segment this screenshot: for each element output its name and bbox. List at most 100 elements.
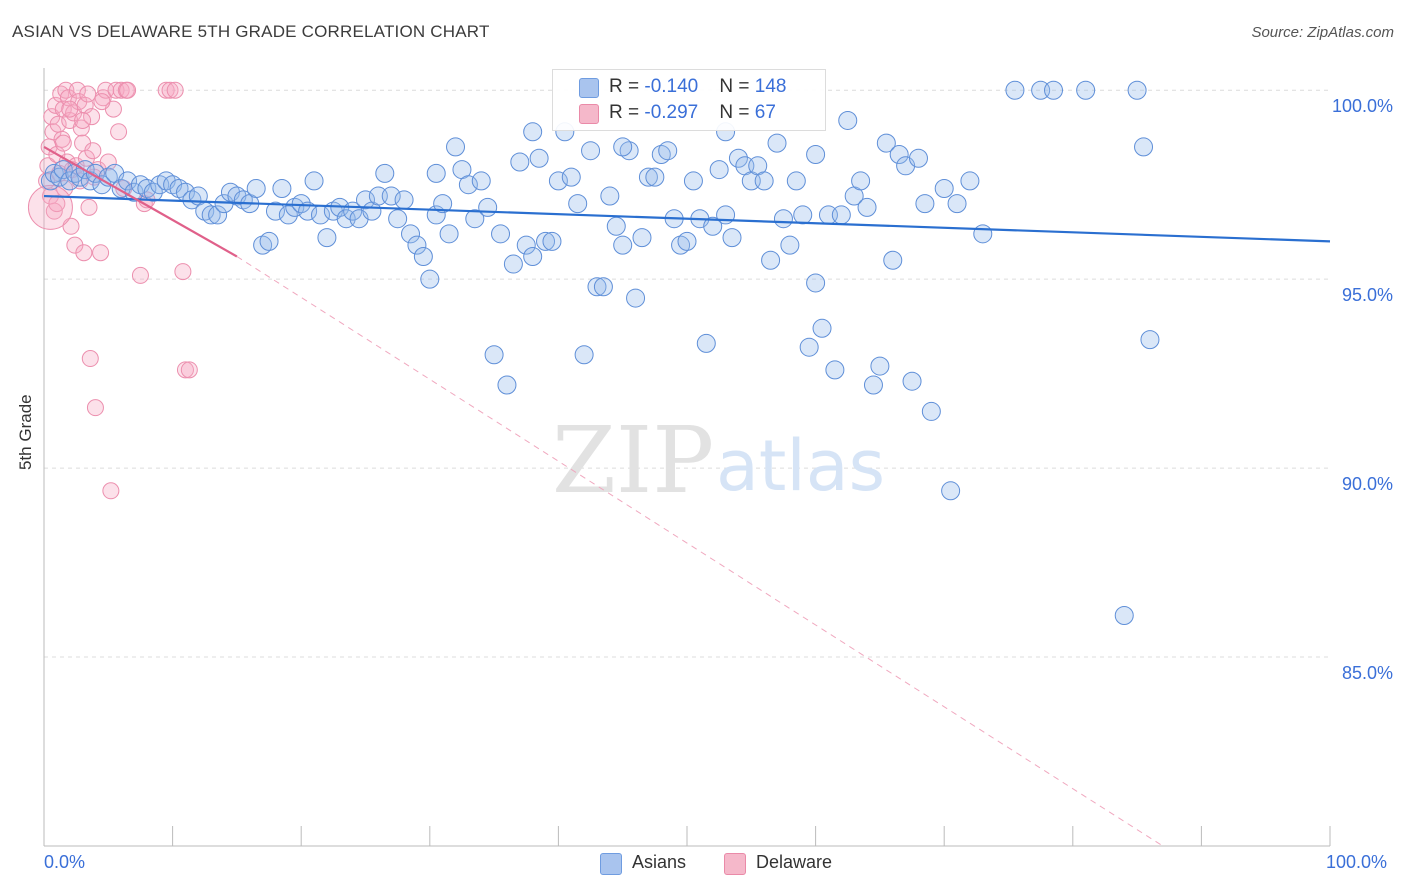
point-asians [272, 178, 292, 198]
point-delaware [97, 81, 115, 99]
point-asians [471, 171, 491, 191]
y-tick-label: 95.0% [1342, 285, 1393, 305]
point-asians [169, 178, 189, 198]
stats-legend: R = -0.140 N = 148 R = -0.297 N = 67 [552, 69, 826, 131]
point-asians [947, 194, 967, 214]
point-asians [671, 235, 691, 255]
point-asians [561, 167, 581, 187]
point-asians [401, 224, 421, 244]
legend-r-label: R = [609, 102, 645, 123]
point-asians [626, 288, 646, 308]
point-asians [182, 190, 202, 210]
point-asians [458, 175, 478, 195]
point-asians [728, 148, 748, 168]
point-asians [1127, 80, 1147, 100]
point-delaware [74, 111, 92, 129]
point-asians [709, 160, 729, 180]
legend-n-label: N = [719, 76, 755, 97]
x-tick-min: 0.0% [44, 852, 86, 872]
point-asians [465, 209, 485, 229]
legend-swatch-delaware [579, 104, 599, 124]
point-asians [902, 371, 922, 391]
point-asians [793, 205, 813, 225]
point-asians [619, 141, 639, 161]
point-asians [356, 190, 375, 210]
trend-lines [43, 145, 1331, 847]
point-asians [278, 205, 298, 225]
x-tick-max: 100.0% [1326, 852, 1388, 872]
point-asians [542, 231, 562, 251]
point-delaware [180, 361, 198, 379]
point-delaware [102, 482, 120, 500]
watermark-zip: ZIP [552, 407, 714, 514]
point-asians [548, 171, 568, 191]
legend-r-value: -0.140 [644, 76, 699, 97]
point-asians [941, 481, 961, 501]
legend-swatch-delaware [724, 853, 746, 875]
point-asians [722, 228, 742, 248]
legend-swatch-asians [579, 78, 599, 98]
watermark-atlas: atlas [716, 425, 885, 507]
y-tick-label: 85.0% [1342, 663, 1393, 683]
point-asians [491, 224, 511, 244]
point-asians [503, 254, 523, 274]
point-delaware [61, 100, 79, 118]
point-asians [960, 171, 980, 191]
y-tick-label: 100.0% [1332, 96, 1393, 116]
point-asians [767, 133, 787, 153]
point-asians [812, 318, 832, 338]
point-asians [118, 171, 138, 191]
point-asians [291, 194, 311, 214]
point-asians [420, 269, 440, 289]
point-asians [754, 171, 774, 191]
point-asians [696, 333, 716, 353]
point-asians [516, 235, 536, 255]
point-asians [658, 141, 678, 161]
trend-line-delaware [43, 145, 238, 258]
point-asians [1140, 330, 1160, 350]
point-delaware [161, 81, 179, 99]
point-asians [581, 141, 601, 161]
point-asians [703, 216, 723, 236]
point-asians [317, 228, 337, 248]
point-delaware [80, 198, 98, 216]
point-asians [921, 401, 941, 421]
point-delaware [119, 81, 137, 99]
axes [43, 68, 1331, 847]
point-asians [870, 356, 890, 376]
point-asians [523, 247, 543, 266]
point-asians [568, 194, 588, 214]
point-asians [857, 197, 877, 217]
point-asians [265, 201, 285, 221]
point-asians [1044, 80, 1064, 100]
point-delaware [92, 244, 110, 262]
point-delaware [79, 85, 97, 103]
trend-line-asians [43, 194, 1331, 243]
point-asians [613, 137, 633, 157]
point-asians [851, 171, 871, 191]
point-asians [773, 209, 793, 229]
legend-n-value: 148 [754, 76, 787, 97]
point-asians [246, 178, 266, 198]
point-delaware [54, 134, 72, 152]
point-asians [831, 205, 851, 225]
point-asians [574, 345, 594, 365]
point-asians [446, 137, 466, 157]
points [27, 80, 1160, 625]
point-delaware [174, 263, 192, 281]
legend-n-value: 67 [754, 102, 776, 123]
y-tick-labels: 100.0% 95.0% 90.0% 85.0% [1332, 96, 1393, 683]
point-asians [606, 216, 626, 236]
point-asians [1076, 80, 1096, 100]
point-asians [651, 144, 671, 164]
source-label: Source: ZipAtlas.com [1251, 24, 1394, 41]
point-asians [613, 235, 633, 255]
point-asians [934, 178, 954, 198]
point-asians [1005, 80, 1025, 100]
point-asians [645, 167, 665, 187]
point-asians [1114, 605, 1134, 625]
legend-label-asians: Asians [632, 852, 687, 872]
point-asians [285, 197, 305, 217]
point-delaware [84, 142, 102, 160]
